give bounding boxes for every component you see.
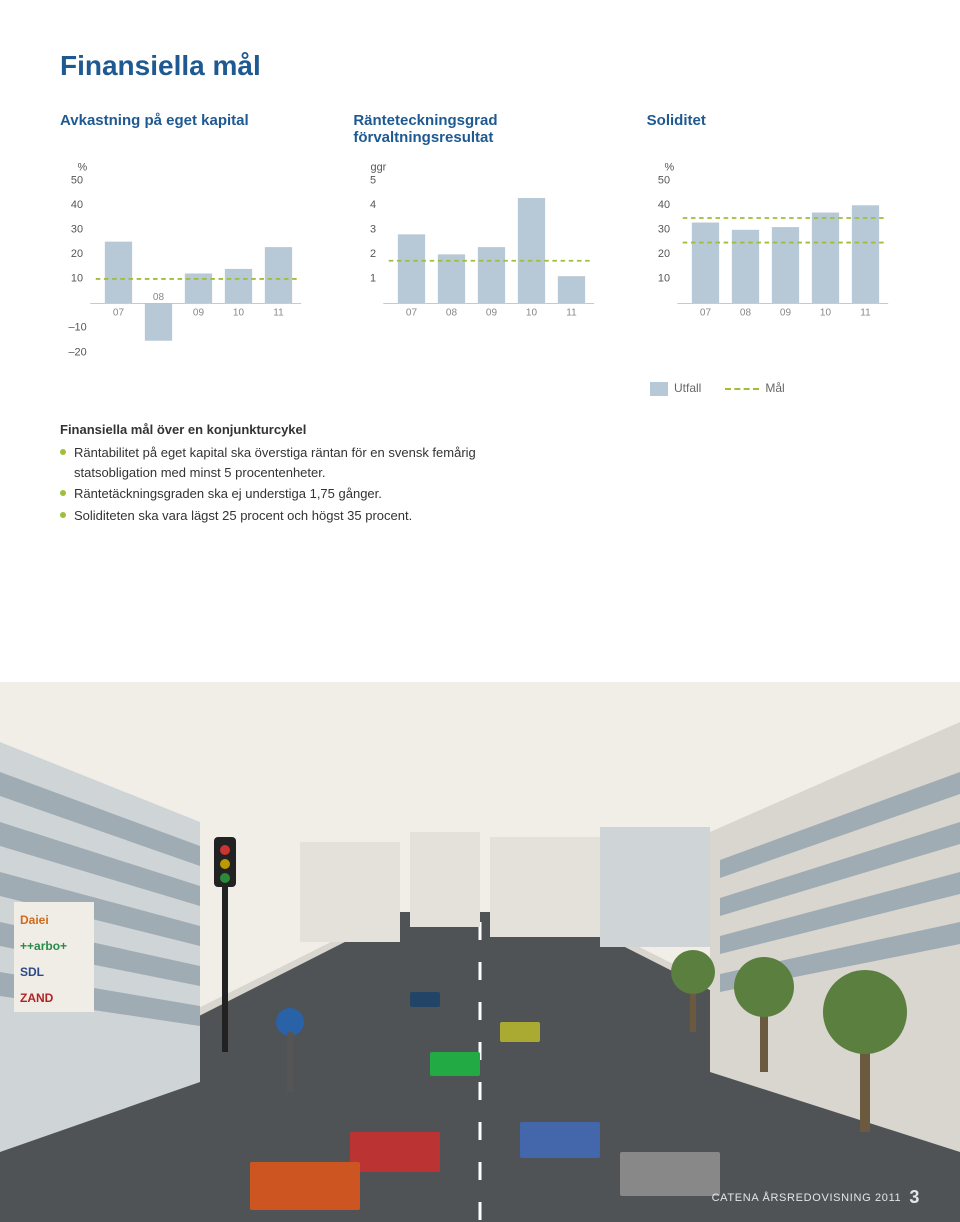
chart-3-bar-07 <box>692 223 719 304</box>
chart-2-bar-09 <box>478 247 505 303</box>
svg-text:10: 10 <box>526 307 538 318</box>
chart-2-title: Ränteteckningsgrad förvaltningsresultat <box>353 112 606 150</box>
svg-text:10: 10 <box>71 273 83 285</box>
chart-2-bar-08 <box>438 254 465 303</box>
svg-text:08: 08 <box>446 307 458 318</box>
svg-text:10: 10 <box>658 273 670 285</box>
chart-1-svg: % 50 40 30 20 10 –10 –20 07 0 <box>60 158 313 358</box>
chart-1-bar-09 <box>185 273 212 303</box>
road-sign-icon <box>276 1008 304 1036</box>
legend-mal: Mål <box>765 381 784 395</box>
sign-1: Daiei <box>20 913 49 927</box>
svg-text:30: 30 <box>658 224 670 236</box>
chart-3-title: Soliditet <box>647 112 900 150</box>
chart-2: Ränteteckningsgrad förvaltningsresultat … <box>353 112 606 363</box>
page-content: Finansiella mål Avkastning på eget kapit… <box>0 0 960 547</box>
chart-2-bar-07 <box>398 234 425 303</box>
chart-1-bar-08 <box>145 303 172 340</box>
svg-text:10: 10 <box>233 307 245 318</box>
chart-2-svg: ggr 5 4 3 2 1 07 08 09 10 11 <box>353 158 606 358</box>
svg-text:20: 20 <box>658 248 670 260</box>
svg-text:07: 07 <box>700 307 712 318</box>
svg-text:10: 10 <box>820 307 832 318</box>
svg-text:50: 50 <box>71 174 83 186</box>
bullet-2: Räntetäckningsgraden ska ej understiga 1… <box>60 484 480 504</box>
chart-1-title: Avkastning på eget kapital <box>60 112 313 150</box>
svg-text:–10: –10 <box>68 322 86 334</box>
footer-text: CATENA ÅRSREDOVISNING 2011 <box>712 1192 902 1204</box>
chart-1-bar-07 <box>105 242 132 304</box>
chart-3-bar-11 <box>852 205 879 303</box>
legend-dash-mal <box>725 388 759 390</box>
page-footer: CATENA ÅRSREDOVISNING 2011 3 <box>712 1187 920 1208</box>
chart-2-unit: ggr <box>371 162 387 174</box>
footer-page-number: 3 <box>909 1187 920 1208</box>
legend-utfall: Utfall <box>674 381 701 395</box>
svg-text:09: 09 <box>193 307 205 318</box>
body-text-block: Finansiella mål över en konjunkturcykel … <box>60 420 480 526</box>
svg-text:09: 09 <box>780 307 792 318</box>
svg-text:30: 30 <box>71 224 83 236</box>
chart-3-svg: % 50 40 30 20 10 07 08 09 10 11 <box>647 158 900 358</box>
svg-text:4: 4 <box>370 199 376 211</box>
svg-text:20: 20 <box>71 248 83 260</box>
body-heading: Finansiella mål över en konjunkturcykel <box>60 420 480 440</box>
svg-text:09: 09 <box>486 307 498 318</box>
svg-text:2: 2 <box>370 248 376 260</box>
svg-text:3: 3 <box>370 224 376 236</box>
legend-swatch-utfall <box>650 382 668 396</box>
chart-3-bar-09 <box>772 227 799 303</box>
svg-text:–20: –20 <box>68 346 86 358</box>
svg-text:08: 08 <box>153 292 165 303</box>
chart-3: Soliditet % 50 40 30 20 10 07 08 09 10 1… <box>647 112 900 363</box>
chart-1-bar-11 <box>265 247 292 303</box>
bullet-1: Räntabilitet på eget kapital ska översti… <box>60 443 480 482</box>
chart-2-bar-11 <box>558 276 585 303</box>
sign-2: ++arbo+ <box>20 939 67 953</box>
chart-1: Avkastning på eget kapital % 50 40 30 20… <box>60 112 313 363</box>
chart-2-bar-10 <box>518 198 545 303</box>
sign-3: SDL <box>20 965 44 979</box>
svg-text:5: 5 <box>370 174 376 186</box>
page-title: Finansiella mål <box>60 50 900 82</box>
chart-1-unit: % <box>78 162 88 174</box>
svg-text:1: 1 <box>370 273 376 285</box>
sign-4: ZAND <box>20 991 54 1005</box>
svg-text:08: 08 <box>740 307 752 318</box>
chart-1-bar-10 <box>225 269 252 304</box>
chart-3-bar-10 <box>812 213 839 304</box>
chart-3-bar-08 <box>732 230 759 304</box>
bullet-3: Soliditeten ska vara lägst 25 procent oc… <box>60 506 480 526</box>
svg-text:07: 07 <box>113 307 125 318</box>
charts-row: Avkastning på eget kapital % 50 40 30 20… <box>60 112 900 363</box>
city-illustration: Daiei ++arbo+ SDL ZAND <box>0 682 960 1222</box>
svg-text:11: 11 <box>567 307 578 318</box>
svg-text:11: 11 <box>860 307 871 318</box>
svg-text:40: 40 <box>71 199 83 211</box>
chart-legend: Utfall Mål <box>650 381 900 396</box>
svg-text:50: 50 <box>658 174 670 186</box>
svg-text:40: 40 <box>658 199 670 211</box>
svg-text:11: 11 <box>273 307 284 318</box>
chart-3-unit: % <box>664 162 674 174</box>
svg-text:07: 07 <box>406 307 418 318</box>
